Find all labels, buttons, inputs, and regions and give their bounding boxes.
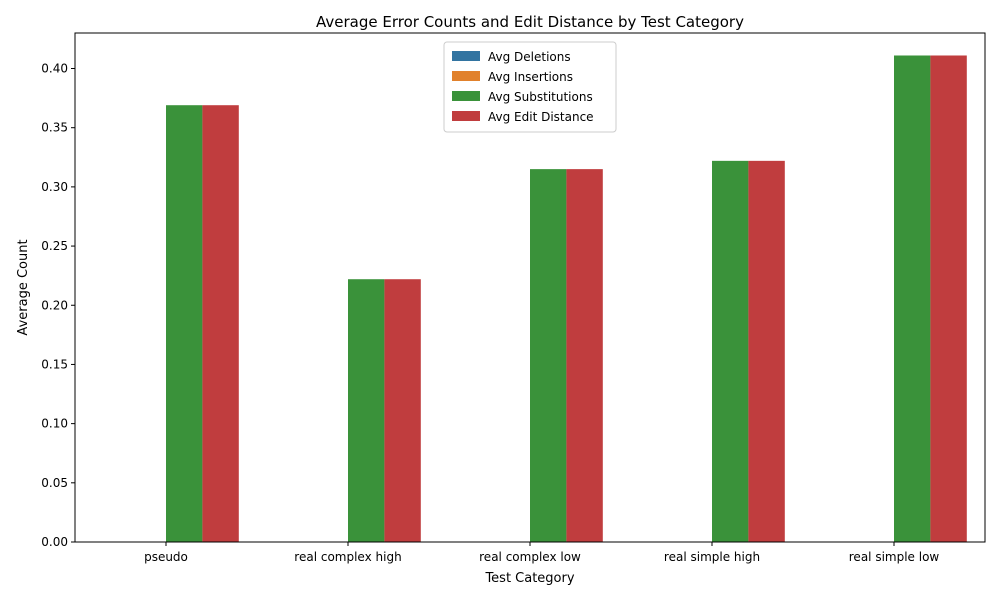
y-tick-label: 0.30 [41, 180, 68, 194]
y-tick-label: 0.35 [41, 121, 68, 135]
y-tick-label: 0.15 [41, 357, 68, 371]
x-tick-label: real complex high [294, 550, 401, 564]
legend-swatch [452, 51, 480, 61]
x-tick-label: real complex low [479, 550, 581, 564]
y-tick-label: 0.05 [41, 476, 68, 490]
y-tick-label: 0.00 [41, 535, 68, 549]
bar-avg-substitutions-real-simple-high [712, 160, 749, 542]
y-tick-label: 0.40 [41, 62, 68, 76]
x-tick-label: real simple low [849, 550, 940, 564]
bar-avg-substitutions-real-complex-low [530, 169, 567, 542]
bar-avg-edit-distance-real-simple-low [930, 55, 967, 543]
x-axis-label: Test Category [484, 571, 574, 586]
bar-avg-edit-distance-real-complex-low [566, 169, 603, 542]
y-axis-label: Average Count [16, 239, 31, 335]
x-tick-label: real simple high [664, 550, 760, 564]
bars-group [166, 55, 967, 543]
plot-frame [74, 32, 986, 543]
legend-label: Avg Deletions [488, 50, 571, 64]
y-tick-label: 0.10 [41, 417, 68, 431]
bar-avg-substitutions-real-simple-low [894, 55, 931, 543]
bar-avg-substitutions-real-complex-high [348, 279, 385, 542]
x-axis-ticks: pseudo real complex high real complex low r… [144, 542, 939, 564]
legend-swatch [452, 91, 480, 101]
bar-avg-substitutions-pseudo [166, 105, 203, 543]
y-tick-label: 0.20 [41, 298, 68, 312]
x-tick-label: pseudo [144, 550, 188, 564]
legend-label: Avg Edit Distance [488, 110, 594, 124]
y-tick-label: 0.25 [41, 239, 68, 253]
legend-swatch [452, 111, 480, 121]
bar-avg-edit-distance-real-simple-high [748, 160, 785, 542]
bar-avg-edit-distance-real-complex-high [384, 279, 421, 542]
legend-label: Avg Substitutions [488, 90, 593, 104]
legend: Avg Deletions Avg Insertions Avg Substitut… [443, 41, 617, 133]
legend-label: Avg Insertions [488, 70, 573, 84]
legend-swatch [452, 71, 480, 81]
legend-box [443, 41, 617, 133]
y-axis-ticks: 0.00 0.05 0.10 0.15 0.20 0.25 0.30 0.35 0.40 [41, 62, 75, 549]
bar-avg-edit-distance-pseudo [202, 105, 239, 543]
chart-title: Average Error Counts and Edit Distance b… [316, 13, 744, 31]
